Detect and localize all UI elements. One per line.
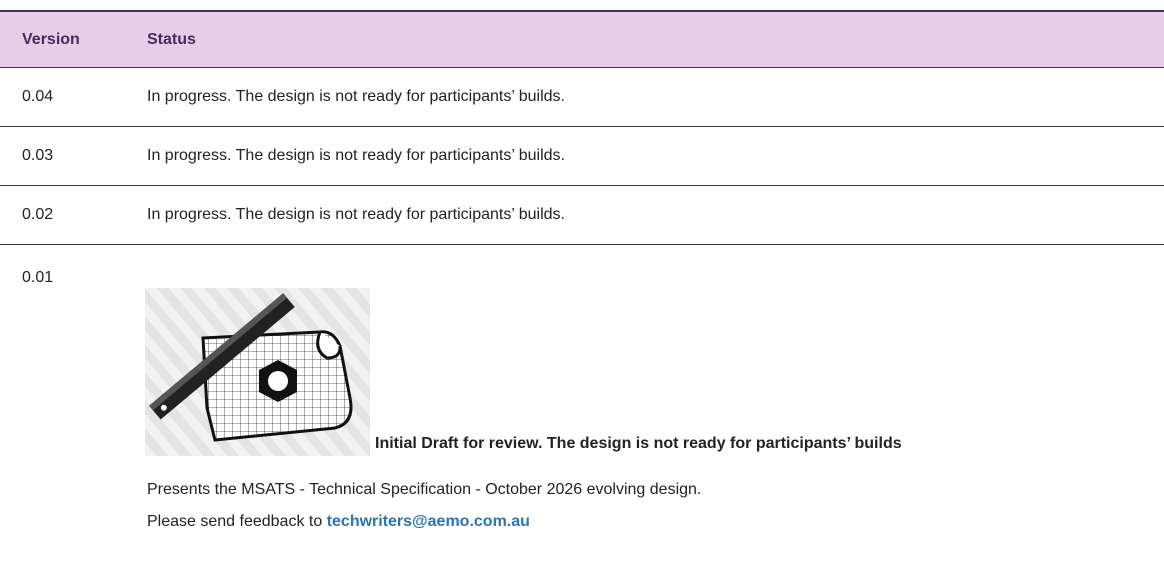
status: In progress. The design is not ready for… [147,206,565,223]
version: 0.03 [22,147,54,164]
column-header: Version [22,31,80,48]
feedback-prefix: Please send feedback to [147,513,323,530]
column-header: Status [147,31,196,48]
email-link[interactable]: techwriters@aemo.com.au [326,513,530,530]
status: In progress. The design is not ready for… [147,147,565,164]
table-header: Version Status [0,10,1164,68]
version: 0.02 [22,206,54,223]
version: 0.04 [22,88,54,105]
description: Presents the MSATS - Technical Specifica… [147,481,702,498]
feedback: Please send feedback to techwriters@aemo… [147,512,530,532]
version: 0.01 [22,269,54,286]
status: In progress. The design is not ready for… [147,88,565,105]
table-row: 0.02 In progress. The design is not read… [0,186,1164,245]
status: Initial Draft for review. The design is … [375,435,902,452]
table-row: 0.04 In progress. The design is not read… [0,68,1164,127]
design-icon [145,288,370,456]
table-row: 0.03 In progress. The design is not read… [0,127,1164,186]
